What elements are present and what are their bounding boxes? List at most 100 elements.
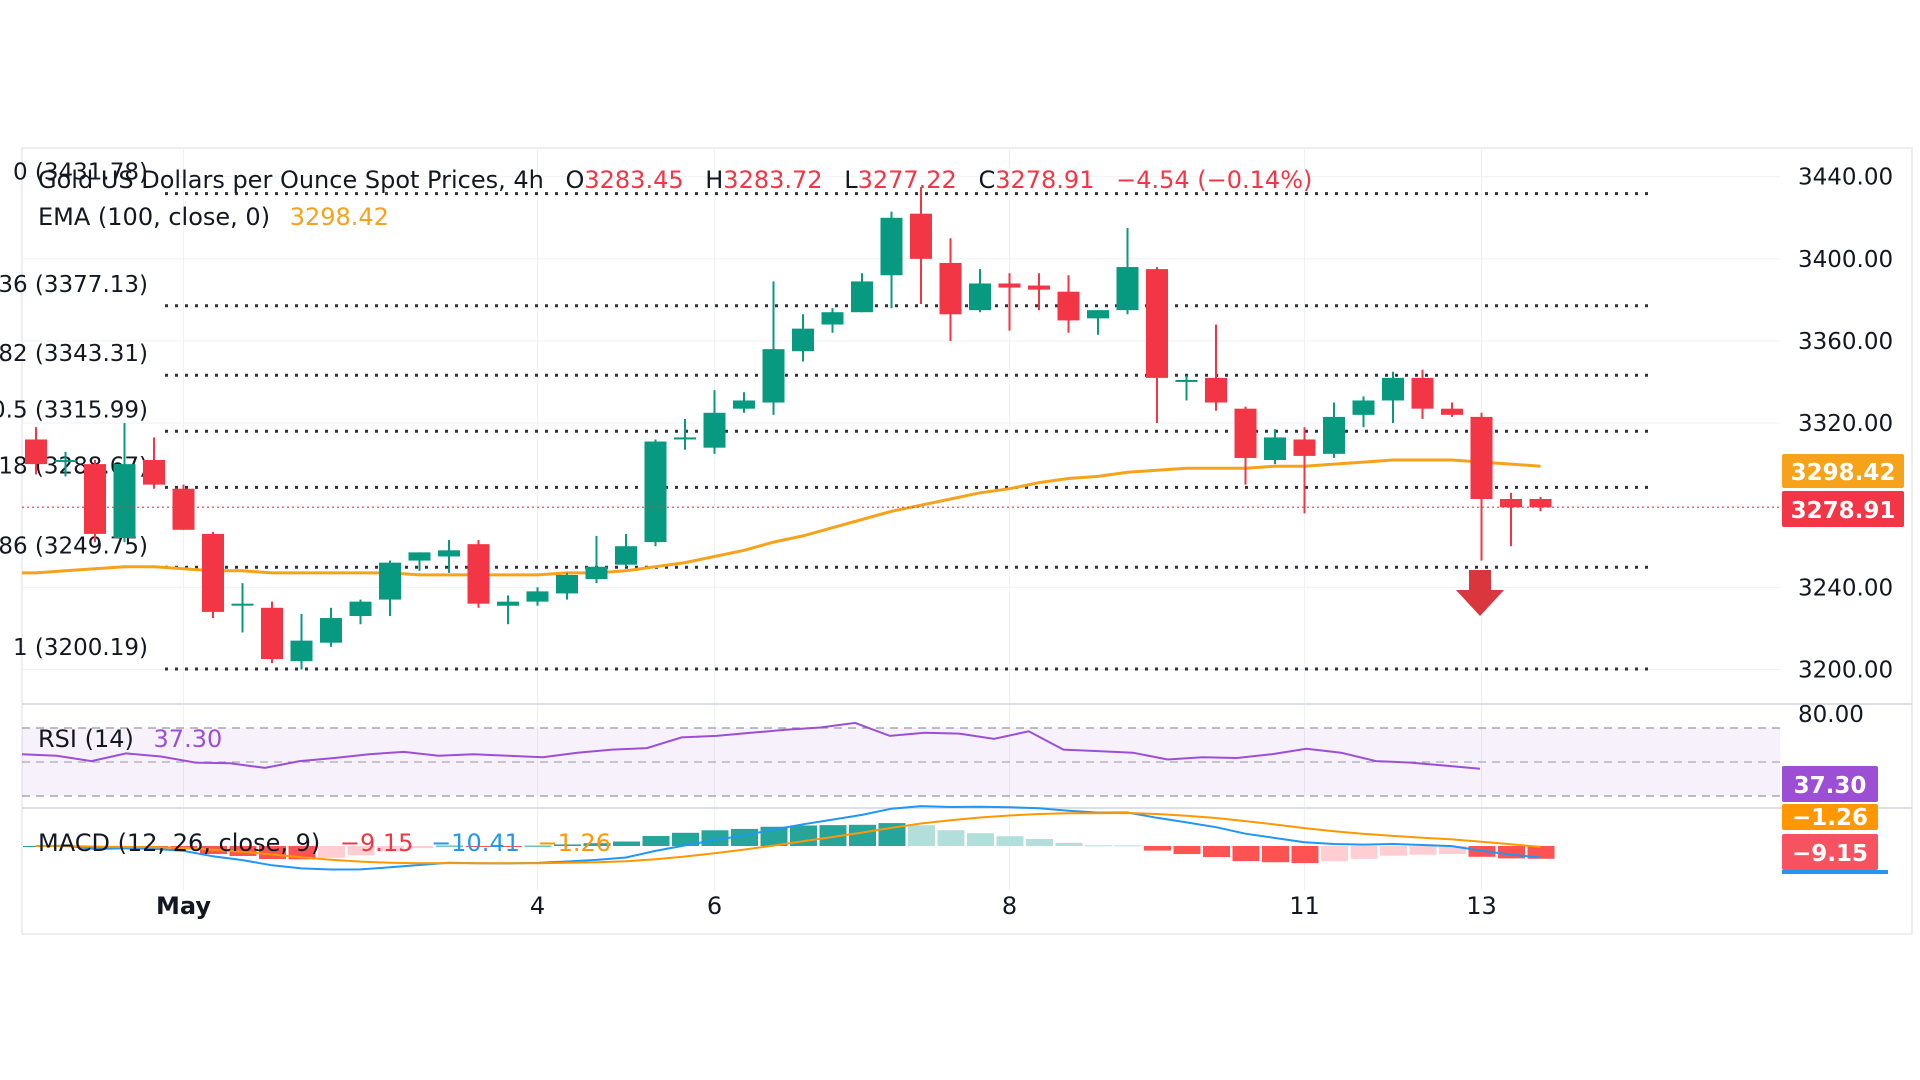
macd-hist-bar [1262, 846, 1289, 863]
candle-body [556, 574, 578, 594]
candle-body [84, 464, 106, 534]
rsi-legend-value: 37.30 [154, 725, 223, 753]
change-value: −4.54 (−0.14%) [1116, 166, 1312, 194]
macd-hist-bar [613, 841, 640, 846]
macd-hist-bar [1114, 845, 1142, 847]
macd-legend-macd: −9.15 [340, 829, 414, 857]
candle [438, 540, 460, 573]
fib-level-label: 0.382 (3343.31) [0, 341, 148, 367]
macd-line [35, 805, 1541, 871]
candle [556, 572, 578, 600]
candle-body [143, 460, 165, 485]
open-value: 3283.45 [584, 166, 683, 194]
candle [674, 418, 696, 450]
candle-body [1529, 499, 1552, 508]
symbol-title[interactable]: Gold US Dollars per Ounce Spot Prices, 4… [38, 166, 544, 194]
rsi-axis-label: 80.00 [1798, 702, 1864, 728]
candle [1529, 496, 1552, 512]
macd-hist-bar [347, 846, 375, 856]
macd-hist-bar [1026, 838, 1053, 846]
candle [821, 308, 844, 333]
candle-body [1441, 408, 1463, 415]
macd-hist-bar [406, 846, 434, 849]
candle [1028, 273, 1050, 311]
y-tick-label: 3320.00 [1798, 411, 1893, 437]
macd-hist-bar [672, 832, 699, 846]
candle-body [1175, 379, 1198, 382]
candle-body [733, 400, 755, 409]
candle [1293, 427, 1316, 514]
macd-hist-bar [524, 845, 552, 847]
candle [939, 238, 962, 341]
candle-body [438, 550, 460, 557]
high-label: H [705, 166, 723, 194]
x-tick-label: 13 [1466, 892, 1497, 920]
macd-legend-signal: −10.41 [431, 829, 520, 857]
down-arrow-icon [1456, 570, 1504, 616]
macd-hist-badge: −1.26 [1782, 804, 1878, 831]
candle-body [1087, 310, 1109, 319]
candle [1234, 406, 1257, 485]
macd-hist-bar [819, 825, 847, 846]
rsi-line [21, 721, 1481, 770]
rsi-legend[interactable]: RSI (14) 37.30 [38, 725, 222, 753]
candle [1500, 492, 1522, 547]
candle-body [1293, 439, 1316, 456]
candle [1352, 396, 1375, 428]
candle [231, 583, 254, 633]
candle-body [526, 591, 549, 602]
candle-body [880, 217, 903, 276]
candle [113, 423, 136, 543]
fib-level-label: 0.236 (3377.13) [0, 272, 148, 298]
candle-body [261, 607, 283, 660]
candle-body [1470, 416, 1493, 499]
candle-body [467, 544, 490, 604]
candle-body [792, 328, 814, 352]
chart-frame [21, 147, 1913, 935]
candle [84, 460, 106, 543]
candles [25, 187, 1552, 670]
candle [526, 587, 549, 606]
candle [733, 392, 755, 413]
candle [1146, 267, 1168, 424]
candle-body [644, 441, 667, 543]
x-tick-label: 8 [1002, 892, 1017, 920]
candle-body [1323, 416, 1345, 454]
macd-hist-bar [937, 830, 965, 846]
ema-legend[interactable]: EMA (100, close, 0) 3298.42 [38, 203, 389, 231]
rsi-badge: 37.30 [1782, 766, 1878, 802]
macd-hist-bar [1409, 846, 1437, 855]
y-tick-label: 3240.00 [1798, 575, 1893, 601]
close-label: C [978, 166, 995, 194]
macd-legend-label: MACD (12, 26, close, 9) [38, 829, 320, 857]
candle-body [1382, 377, 1404, 401]
macd-hist-bar [465, 846, 493, 847]
candle [1382, 371, 1404, 424]
candle [1057, 275, 1080, 333]
macd-hist-bar [1055, 842, 1083, 846]
close-value: 3278.91 [995, 166, 1094, 194]
macd-hist-bar [1085, 845, 1112, 847]
low-value: 3277.22 [858, 166, 957, 194]
macd-hist-bar [495, 846, 522, 847]
ema-legend-value: 3298.42 [290, 203, 389, 231]
candle-body [585, 566, 608, 580]
candle [762, 281, 785, 415]
candle-body [1500, 499, 1522, 508]
candle-body [1146, 269, 1168, 378]
rsi-legend-label: RSI (14) [38, 725, 134, 753]
chart-title-line: Gold US Dollars per Ounce Spot Prices, 4… [38, 166, 1312, 194]
candle-body [1205, 377, 1227, 403]
macd-hist-bar [996, 836, 1024, 846]
macd-hist-bar [377, 846, 404, 852]
candle [54, 451, 77, 477]
macd-hist-bar [1144, 846, 1171, 851]
macd-legend[interactable]: MACD (12, 26, close, 9) −9.15 −10.41 −1.… [38, 829, 611, 857]
open-label: O [565, 166, 584, 194]
candle-body [910, 213, 932, 259]
macd-hist-bar [1350, 846, 1378, 859]
candle-body [939, 262, 962, 315]
candle-body [172, 488, 195, 530]
candle-body [969, 283, 991, 311]
candle-body [851, 281, 873, 313]
